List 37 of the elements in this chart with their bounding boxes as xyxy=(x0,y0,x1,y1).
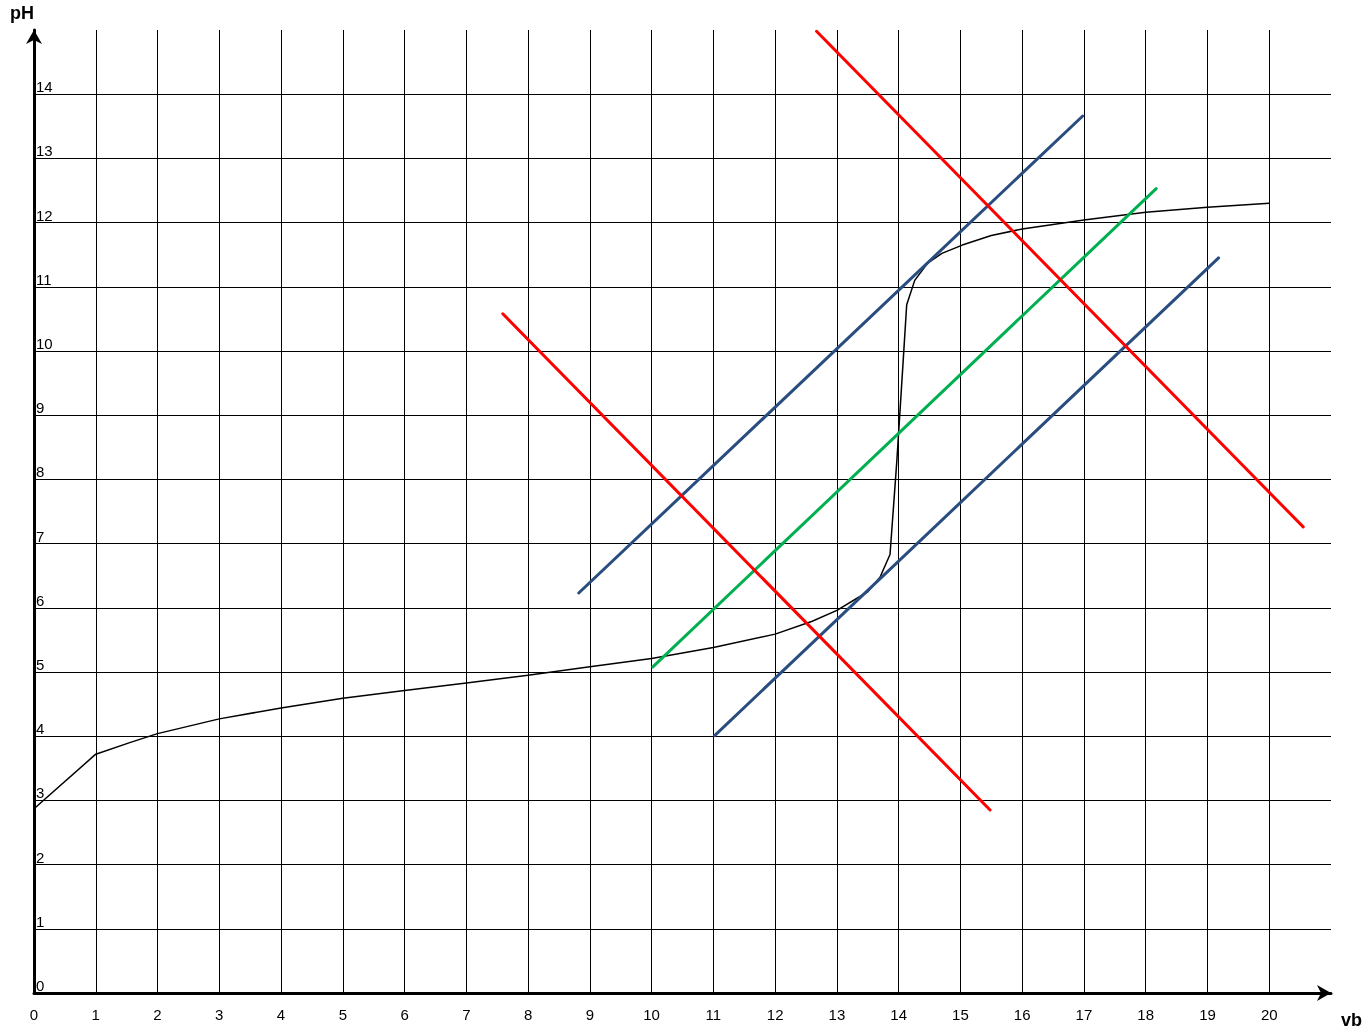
x-tick-label: 6 xyxy=(400,1006,409,1023)
y-tick-label: 2 xyxy=(36,848,45,866)
y-tick-label: 14 xyxy=(36,78,53,96)
x-tick-label: 15 xyxy=(952,1006,969,1023)
x-tick-label: 11 xyxy=(705,1006,722,1023)
x-tick-label: 12 xyxy=(766,1006,784,1023)
x-axis-title: vb xyxy=(1340,1010,1363,1029)
y-tick-label: 10 xyxy=(36,335,53,352)
y-axis-title: pH xyxy=(10,3,34,23)
x-tick-label: 5 xyxy=(338,1006,347,1023)
y-tick-label: 6 xyxy=(36,591,45,609)
y-tick-label: 11 xyxy=(36,270,52,288)
x-tick-label: 3 xyxy=(215,1006,224,1023)
x-tick-label: 4 xyxy=(276,1006,286,1023)
x-tick-label: 7 xyxy=(462,1006,471,1023)
x-tick-label: 17 xyxy=(1075,1006,1093,1023)
y-tick-label: 0 xyxy=(36,977,45,994)
x-tick-label: 10 xyxy=(643,1006,660,1023)
x-tick-label: 14 xyxy=(890,1006,908,1023)
x-tick-label: 20 xyxy=(1260,1006,1278,1023)
y-tick-label: 3 xyxy=(36,784,45,802)
x-tick-label: 19 xyxy=(1199,1006,1216,1023)
x-tick-label: 18 xyxy=(1137,1006,1155,1023)
y-tick-label: 7 xyxy=(36,527,45,545)
y-tick-label: 12 xyxy=(36,206,53,224)
y-tick-label: 5 xyxy=(36,656,45,673)
y-tick-label: 9 xyxy=(36,399,45,417)
x-tick-label: 8 xyxy=(523,1006,533,1023)
x-tick-label: 1 xyxy=(91,1006,100,1023)
x-tick-label: 2 xyxy=(153,1006,162,1023)
y-tick-label: 8 xyxy=(36,463,45,481)
x-tick-label: 13 xyxy=(828,1006,846,1023)
y-tick-label: 13 xyxy=(36,142,53,160)
y-tick-label: 1 xyxy=(36,912,45,930)
y-tick-label: 4 xyxy=(36,720,45,738)
x-tick-label: 9 xyxy=(585,1006,595,1023)
x-tick-label: 16 xyxy=(1013,1006,1031,1023)
